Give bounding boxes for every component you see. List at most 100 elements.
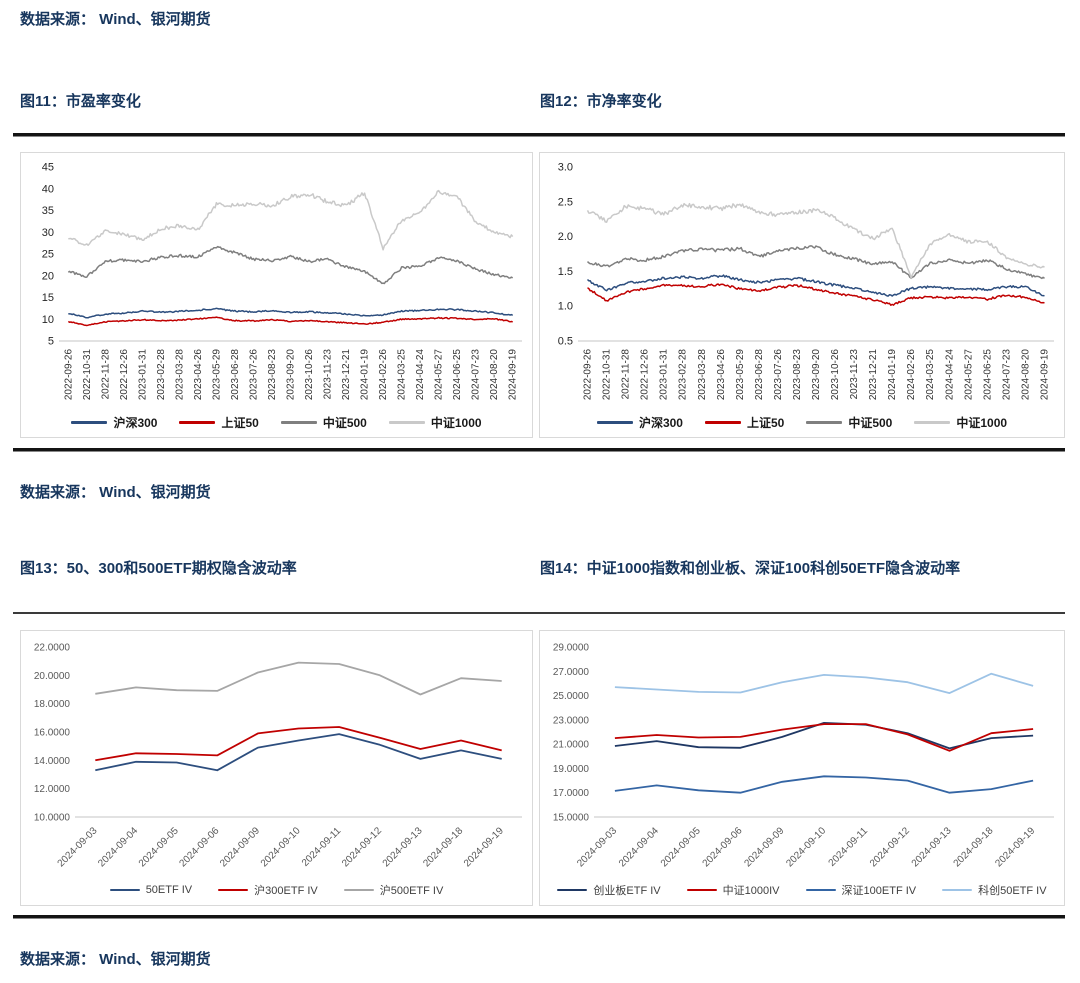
x-tick-label: 2024-01-19 [360,349,371,401]
x-tick-label: 2023-07-26 [773,349,784,401]
x-tick-label: 2024-09-03 [56,825,100,869]
x-tick-label: 2024-09-09 [742,825,786,869]
x-tick-label: 2023-09-20 [286,349,297,401]
x-tick-label: 2024-09-19 [1039,349,1050,401]
legend-line-icon [218,888,249,892]
legend-label: 科创50ETF IV [978,885,1047,897]
chart-legend: 沪深300 上证50 中证500 中证1000 [540,407,1064,437]
x-tick-label: 2024-08-20 [1020,349,1031,401]
x-tick-label: 2023-11-23 [849,349,860,400]
x-tick-label: 2024-09-13 [910,825,954,869]
x-tick-label: 2023-02-28 [156,349,167,401]
legend-line-icon [71,420,108,424]
x-tick-label: 2023-12-21 [868,349,879,401]
series-line-2 [586,245,1045,280]
x-tick-label: 2024-08-20 [489,349,500,401]
x-tick-label: 2022-11-28 [621,349,632,400]
y-tick-label: 18.0000 [34,699,71,710]
legend-item: 沪300ETF IV [218,882,318,898]
section-divider [13,448,1065,452]
series-line-2 [614,775,1034,794]
x-tick-label: 2024-04-24 [944,349,955,401]
x-tick-label: 2022-12-26 [119,349,130,401]
y-tick-label: 21.0000 [553,740,590,751]
series-line-2 [67,245,514,285]
legend-item: 上证50 [179,414,259,431]
x-tick-label: 2024-09-06 [178,825,222,869]
legend-line-icon [388,420,425,424]
y-tick-label: 20 [42,270,54,282]
x-tick-label: 2024-09-05 [137,825,181,869]
x-tick-label: 2024-01-19 [887,349,898,401]
y-tick-label: 12.0000 [34,784,71,795]
x-tick-label: 2023-03-28 [174,349,185,401]
figure-11-chart: 5 10 15 20 25 30 35 40 45 2022-09-26 2022-10-31 202… [20,152,533,438]
data-source-note-middle: 数据来源： Wind、银河期货 [20,484,211,501]
y-tick-label: 2.0 [558,231,573,243]
x-tick-label: 2023-07-26 [248,349,259,401]
y-tick-label: 15 [42,292,54,304]
x-tick-label: 2023-06-28 [230,349,241,401]
x-tick-label: 2022-12-26 [640,349,651,401]
chart-legend: 创业板ETF IV 中证1000IV 深证100ETF IV 科创50ETF IV [540,875,1064,905]
x-tick-label: 2024-09-18 [421,825,465,869]
legend-line-icon [596,420,633,424]
x-tick-label: 2022-09-26 [583,349,594,401]
series-line-3 [68,189,514,251]
x-tick-label: 2024-07-23 [1001,349,1012,401]
y-tick-label: 25.0000 [553,691,590,702]
x-tick-label: 2024-09-19 [993,825,1037,869]
x-tick-label: 2023-10-26 [304,349,315,401]
y-tick-label: 2.5 [558,196,573,208]
legend-item: 中证1000 [388,414,482,431]
legend-line-icon [109,888,140,892]
section-divider [13,133,1065,137]
x-tick-label: 2024-09-11 [827,825,871,869]
legend-line-icon [686,888,717,892]
legend-line-icon [806,420,843,424]
y-tick-label: 3.0 [558,162,573,174]
x-tick-label: 2022-11-28 [100,349,111,400]
chart-canvas: 0.5 1.0 1.5 2.0 2.5 3.0 2022-09-26 2022-10-31 20… [558,162,1054,401]
legend-item: 创业板ETF IV [557,882,661,898]
legend-line-icon [179,420,216,424]
section-divider [13,915,1065,919]
legend-item: 深证100ETF IV [805,882,916,898]
legend-label: 中证500 [322,415,367,430]
y-tick-label: 16.0000 [34,728,71,739]
x-tick-label: 2022-09-26 [63,349,74,401]
legend-item: 上证50 [704,414,784,431]
x-tick-label: 2023-04-26 [193,349,204,401]
y-tick-label: 1.5 [558,266,573,278]
x-tick-label: 2024-02-26 [906,349,917,401]
y-tick-label: 17.0000 [553,788,590,799]
x-tick-label: 2023-08-23 [267,349,278,401]
legend-line-icon [942,888,973,892]
y-tick-label: 10 [42,314,54,326]
x-tick-label: 2023-10-26 [830,349,841,401]
x-tick-label: 2022-10-31 [82,349,93,401]
y-tick-label: 5 [48,336,54,348]
y-tick-label: 0.5 [558,336,573,348]
x-tick-label: 2024-09-13 [381,825,425,869]
x-tick-label: 2024-09-12 [340,825,384,869]
legend-line-icon [805,888,836,892]
x-tick-label: 2024-09-03 [575,825,619,869]
figure-12-title: 图12：市净率变化 [540,93,662,110]
legend-label: 50ETF IV [145,884,193,896]
legend-item: 沪500ETF IV [343,882,443,898]
legend-item: 中证500 [806,414,892,431]
y-tick-label: 29.0000 [553,643,590,654]
legend-item: 沪深300 [596,414,683,431]
y-tick-label: 40 [42,183,54,195]
x-tick-label: 2023-05-29 [211,349,222,401]
y-tick-label: 15.0000 [553,813,590,824]
x-tick-label: 2023-06-28 [754,349,765,401]
y-tick-label: 1.0 [558,301,573,313]
legend-label: 沪300ETF IV [254,885,318,897]
y-tick-label: 35 [42,205,54,217]
y-tick-label: 10.0000 [34,813,71,824]
series-line-0 [68,307,514,319]
x-tick-label: 2023-11-23 [323,349,334,400]
x-tick-label: 2023-09-20 [811,349,822,401]
